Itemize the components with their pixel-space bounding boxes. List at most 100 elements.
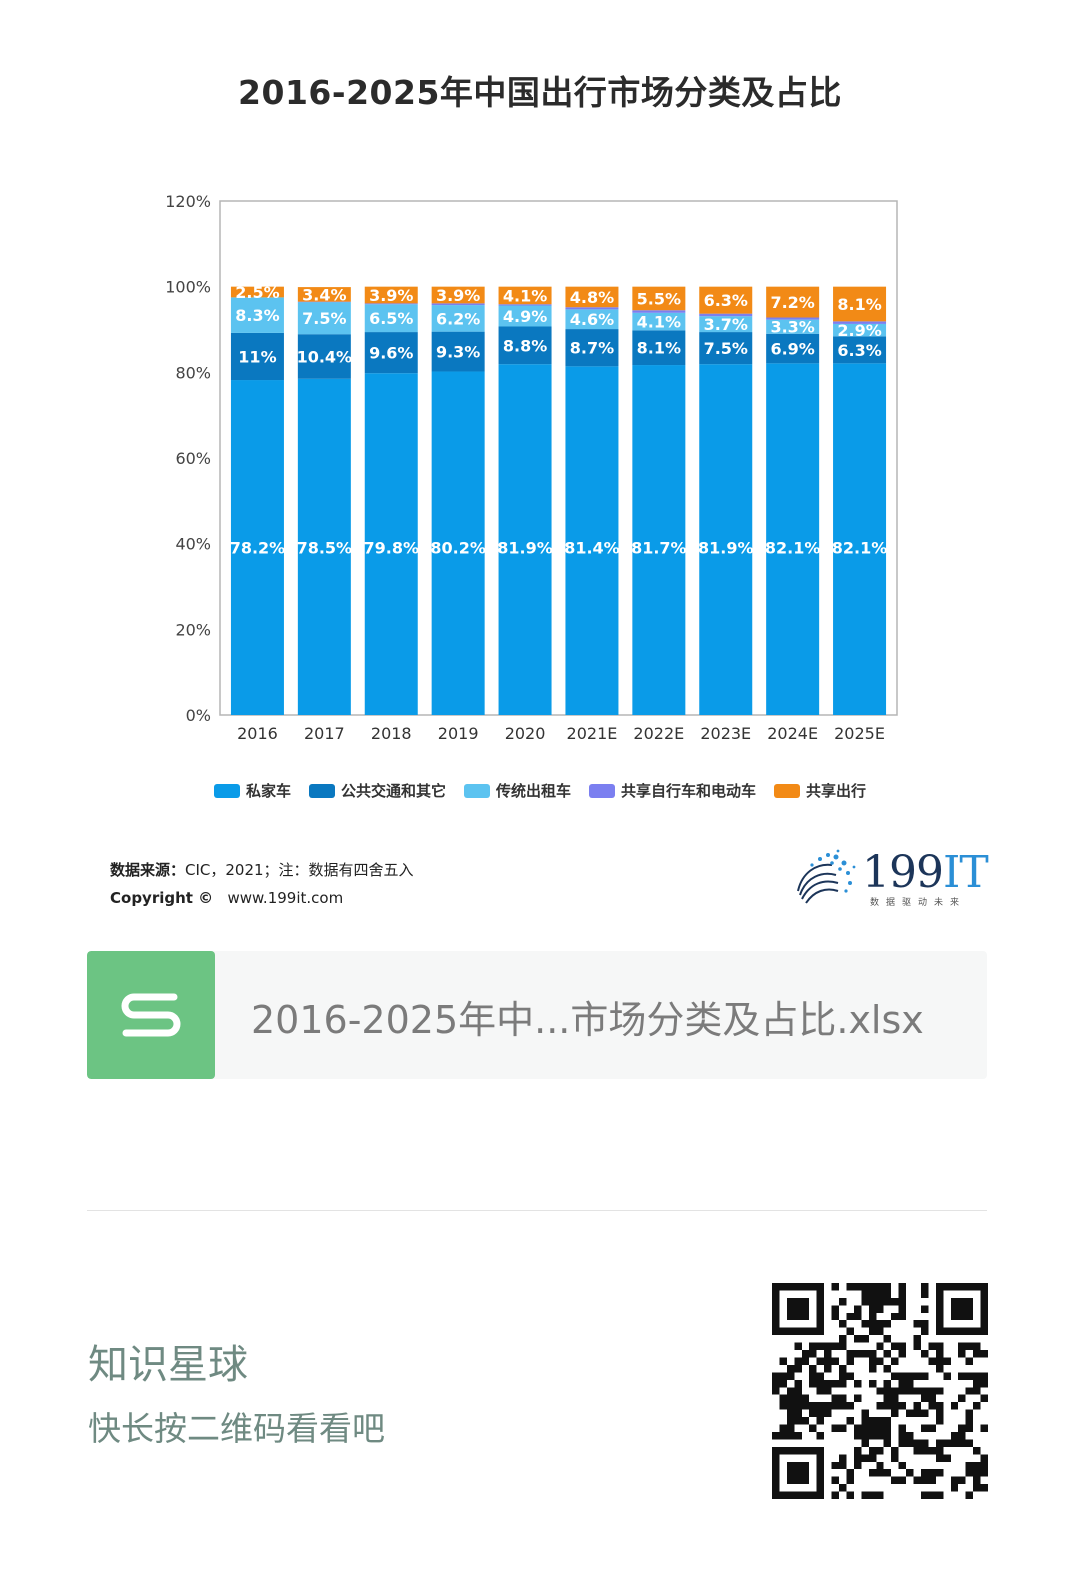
logo-wordmark: 199IT — [862, 847, 989, 898]
x-tick-label: 2021E — [567, 724, 618, 743]
data-label: 8.8% — [503, 336, 547, 355]
legend-label: 私家车 — [245, 782, 291, 800]
qr-code-icon[interactable] — [772, 1283, 988, 1499]
bar-segment — [230, 297, 284, 333]
data-label: 3.3% — [770, 318, 814, 337]
bar-segment — [565, 309, 619, 330]
data-label: 4.8% — [570, 288, 614, 307]
data-label: 6.9% — [770, 340, 814, 359]
legend-item: 公共交通和其它 — [308, 780, 446, 801]
bar-segment — [766, 286, 820, 318]
file-attachment-card[interactable]: 2016-2025年中...市场分类及占比.xlsx — [87, 951, 987, 1079]
s-letter-icon — [121, 993, 181, 1037]
divider — [87, 1210, 987, 1211]
data-label: 3.7% — [704, 315, 748, 334]
bar-segment — [565, 329, 619, 367]
x-tick-label: 2022E — [633, 724, 684, 743]
y-tick-label: 60% — [175, 449, 211, 468]
legend-item: 私家车 — [213, 780, 291, 801]
data-label: 8.1% — [837, 295, 881, 314]
bar-segment — [498, 304, 552, 306]
bar-segment — [364, 332, 418, 374]
data-label: 81.9% — [497, 539, 553, 558]
x-tick-label: 2017 — [304, 724, 345, 743]
x-tick-label: 2023E — [700, 724, 751, 743]
data-label: 4.1% — [637, 313, 681, 332]
data-label: 7.2% — [770, 293, 814, 312]
bar-segment — [431, 305, 485, 332]
y-tick-label: 40% — [175, 535, 211, 554]
bar-segment — [431, 371, 485, 715]
data-label: 7.5% — [704, 339, 748, 358]
bar-segment — [833, 286, 887, 322]
data-label: 78.2% — [230, 539, 286, 558]
legend-label: 传统出租车 — [495, 782, 571, 800]
bar-segment — [565, 307, 619, 310]
footer-subtitle: 快长按二维码看看吧 — [88, 1409, 385, 1448]
data-label: 4.9% — [503, 307, 547, 326]
data-label: 9.6% — [369, 344, 413, 363]
legend-item: 共享自行车和电动车 — [589, 780, 756, 801]
brand-logo: 199IT 数据驱动未来 — [792, 845, 989, 915]
legend-item: 共享出行 — [774, 780, 866, 801]
bar-segment — [230, 380, 284, 715]
bar-segment — [632, 312, 686, 331]
bar-segment — [297, 378, 351, 715]
x-tick-label: 2018 — [371, 724, 412, 743]
data-label: 8.1% — [637, 339, 681, 358]
bar-segment — [364, 286, 418, 304]
y-tick-label: 0% — [186, 706, 211, 725]
logo-tagline: 数据驱动未来 — [870, 898, 967, 908]
stacked-bar-chart: 0% 20% 40% 60% 80% 100% 120% 78.2% 11% 8.3% 2.5% 20… — [165, 192, 898, 743]
data-label: 78.5% — [297, 539, 353, 558]
data-label: 2.5% — [235, 283, 279, 302]
source-url: www.199it.com — [227, 889, 344, 907]
y-tick-label: 80% — [175, 363, 211, 382]
bar-segment — [364, 303, 418, 305]
spreadsheet-file-icon — [87, 951, 215, 1079]
data-label: 6.3% — [837, 341, 881, 360]
y-tick-label: 100% — [165, 278, 211, 297]
bar-segment — [766, 333, 820, 364]
copyright-label: Copyright © — [110, 889, 214, 907]
footer-title: 知识星球 — [88, 1342, 248, 1388]
data-label: 81.9% — [698, 539, 754, 558]
data-label: 4.6% — [570, 310, 614, 329]
data-label: 11% — [238, 347, 276, 366]
data-label: 10.4% — [297, 347, 353, 366]
bar-segment — [833, 336, 887, 364]
legend-label: 共享自行车和电动车 — [621, 782, 757, 800]
bar-segment — [699, 316, 753, 333]
chart-legend: 私家车 公共交通和其它 传统出租车 共享自行车和电动车 共享出行 — [0, 780, 1080, 801]
data-label: 3.4% — [302, 285, 346, 304]
bar-segment — [498, 364, 552, 715]
legend-swatch — [774, 783, 801, 798]
bar-segment — [833, 363, 887, 715]
data-label: 5.5% — [637, 289, 681, 308]
legend-swatch — [308, 783, 335, 798]
bar-segment — [833, 321, 887, 324]
data-label: 81.7% — [631, 539, 687, 558]
y-tick-label: 120% — [165, 192, 211, 211]
logo-burst-icon — [797, 849, 856, 904]
legend-swatch — [213, 783, 240, 798]
data-label: 82.1% — [832, 539, 888, 558]
bar-segment — [297, 302, 351, 335]
data-label: 79.8% — [363, 539, 419, 558]
x-tick-label: 2020 — [505, 724, 546, 743]
bar-segment — [632, 330, 686, 366]
data-label: 6.2% — [436, 309, 480, 328]
bar-segment — [833, 323, 887, 337]
x-tick-label: 2016 — [237, 724, 278, 743]
plot-frame — [219, 200, 898, 716]
data-label: 6.5% — [369, 309, 413, 328]
chart-title: 2016-2025年中国出行市场分类及占比 — [238, 73, 842, 112]
data-label: 3.9% — [369, 286, 413, 305]
legend-swatch — [463, 783, 490, 798]
bar-segment — [632, 310, 686, 313]
data-label: 8.7% — [570, 339, 614, 358]
bar-segment — [632, 286, 686, 311]
bar-segment — [498, 326, 552, 365]
bar-segment — [498, 286, 552, 305]
bar-segment — [699, 364, 753, 715]
